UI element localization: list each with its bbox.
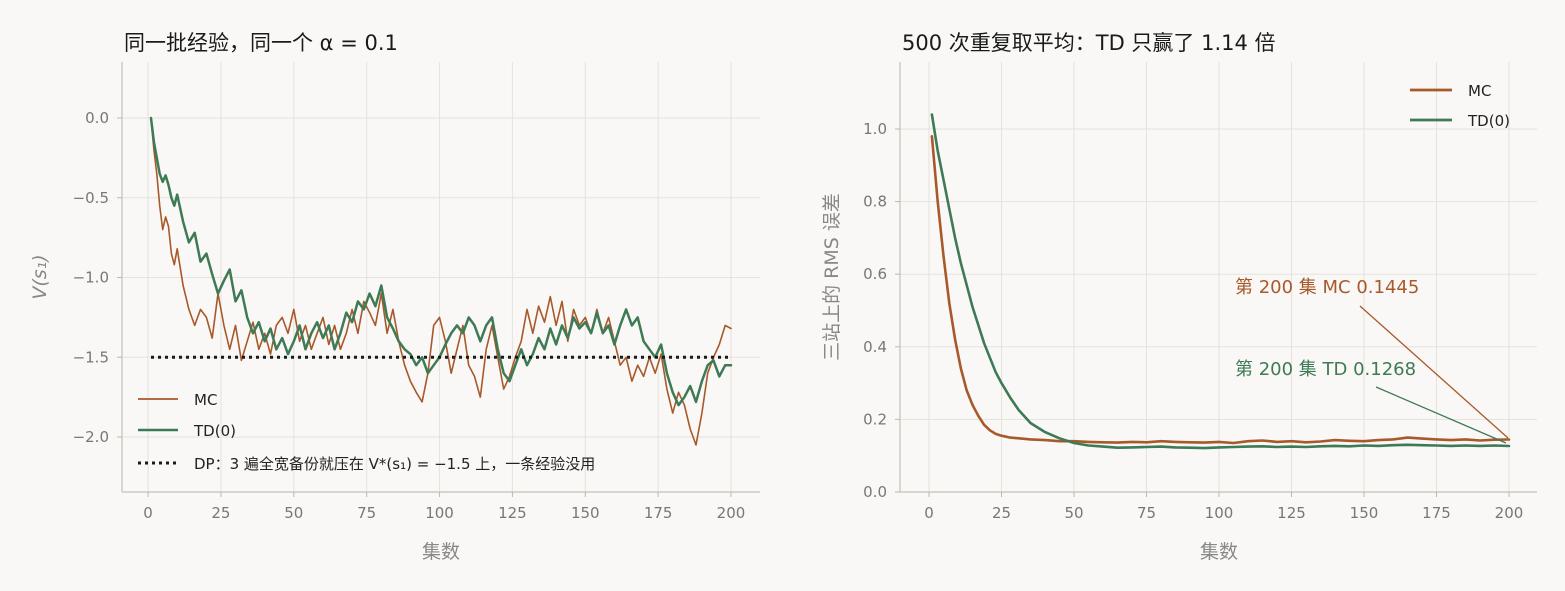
right-series [930,113,1511,450]
series-line-td [149,116,733,407]
legend-td-label: TD(0) [193,422,236,440]
x-tick-label: 100 [425,504,454,522]
y-tick-label: −1.0 [73,269,109,287]
x-tick-label: 125 [498,504,527,522]
left-x-axis-label: 集数 [422,541,460,563]
legend-td-label-right: TD(0) [1467,112,1510,130]
legend-mc-label: MC [194,391,217,409]
x-tick-label: 0 [143,504,153,522]
right-legend: MC TD(0) [1410,82,1510,130]
annotation-td-leader [1375,386,1507,444]
x-tick-label: 50 [1064,504,1083,522]
annotation-mc-text: 第 200 集 MC 0.1445 [1235,277,1419,298]
series-line-mc [150,117,732,446]
x-tick-label: 100 [1205,504,1234,522]
x-tick-label: 25 [211,504,230,522]
x-tick-label: 125 [1277,504,1306,522]
annotation-mc-leader [1359,305,1509,439]
y-tick-label: 1.0 [863,120,887,138]
annotation-td-text: 第 200 集 TD 0.1268 [1235,359,1416,380]
series-line-mc [930,135,1511,445]
left-legend: MC TD(0) DP：3 遍全宽备份就压在 V*(s₁) = −1.5 上，一… [138,391,595,473]
x-tick-label: 75 [1137,504,1156,522]
right-x-axis-label: 集数 [1200,541,1238,563]
left-chart-title: 同一批经验，同一个 α = 0.1 [124,31,398,55]
x-tick-label: 25 [992,504,1011,522]
left-series [149,116,733,446]
x-tick-label: 200 [1495,504,1524,522]
x-tick-label: 0 [924,504,934,522]
x-tick-label: 150 [571,504,600,522]
y-tick-label: 0.8 [863,193,887,211]
right-y-axis-label: 三站上的 RMS 误差 [821,193,843,361]
x-tick-label: 75 [357,504,376,522]
left-panel: 同一批经验，同一个 α = 0.1 0 25 50 75 100 125 150 175 200… [29,31,760,563]
right-ticks: 0 25 50 75 100 125 150 175 200 0.0 0.2 0.4 0.6 0.8 1.0 [863,120,1523,522]
y-tick-label: 0.6 [863,265,887,283]
y-tick-label: −0.5 [73,189,109,207]
right-panel: 500 次重复取平均：TD 只赢了 1.14 倍 0 25 50 75 100 125 15… [821,31,1537,563]
y-tick-label: −1.5 [73,348,109,366]
left-ticks: 0 25 50 75 100 125 150 175 200 0.0 −0.5 −1.0 −1.5 −2.… [73,109,746,522]
x-tick-label: 50 [284,504,303,522]
legend-dp-label: DP：3 遍全宽备份就压在 V*(s₁) = −1.5 上，一条经验没用 [194,455,595,473]
right-grid [900,62,1537,493]
y-tick-label: 0.4 [863,338,887,356]
y-tick-label: 0.0 [863,483,887,501]
legend-mc-label-right: MC [1468,82,1491,100]
y-tick-label: −2.0 [73,428,109,446]
y-tick-label: 0.0 [85,109,109,127]
left-y-axis-label: V(s₁) [29,254,51,299]
x-tick-label: 200 [717,504,746,522]
right-chart-title: 500 次重复取平均：TD 只赢了 1.14 倍 [902,31,1276,55]
x-tick-label: 150 [1350,504,1379,522]
y-tick-label: 0.2 [863,410,887,428]
x-tick-label: 175 [644,504,673,522]
series-line-td [930,113,1511,450]
right-annotations: 第 200 集 MC 0.1445 第 200 集 TD 0.1268 [1235,277,1509,444]
x-tick-label: 175 [1422,504,1451,522]
